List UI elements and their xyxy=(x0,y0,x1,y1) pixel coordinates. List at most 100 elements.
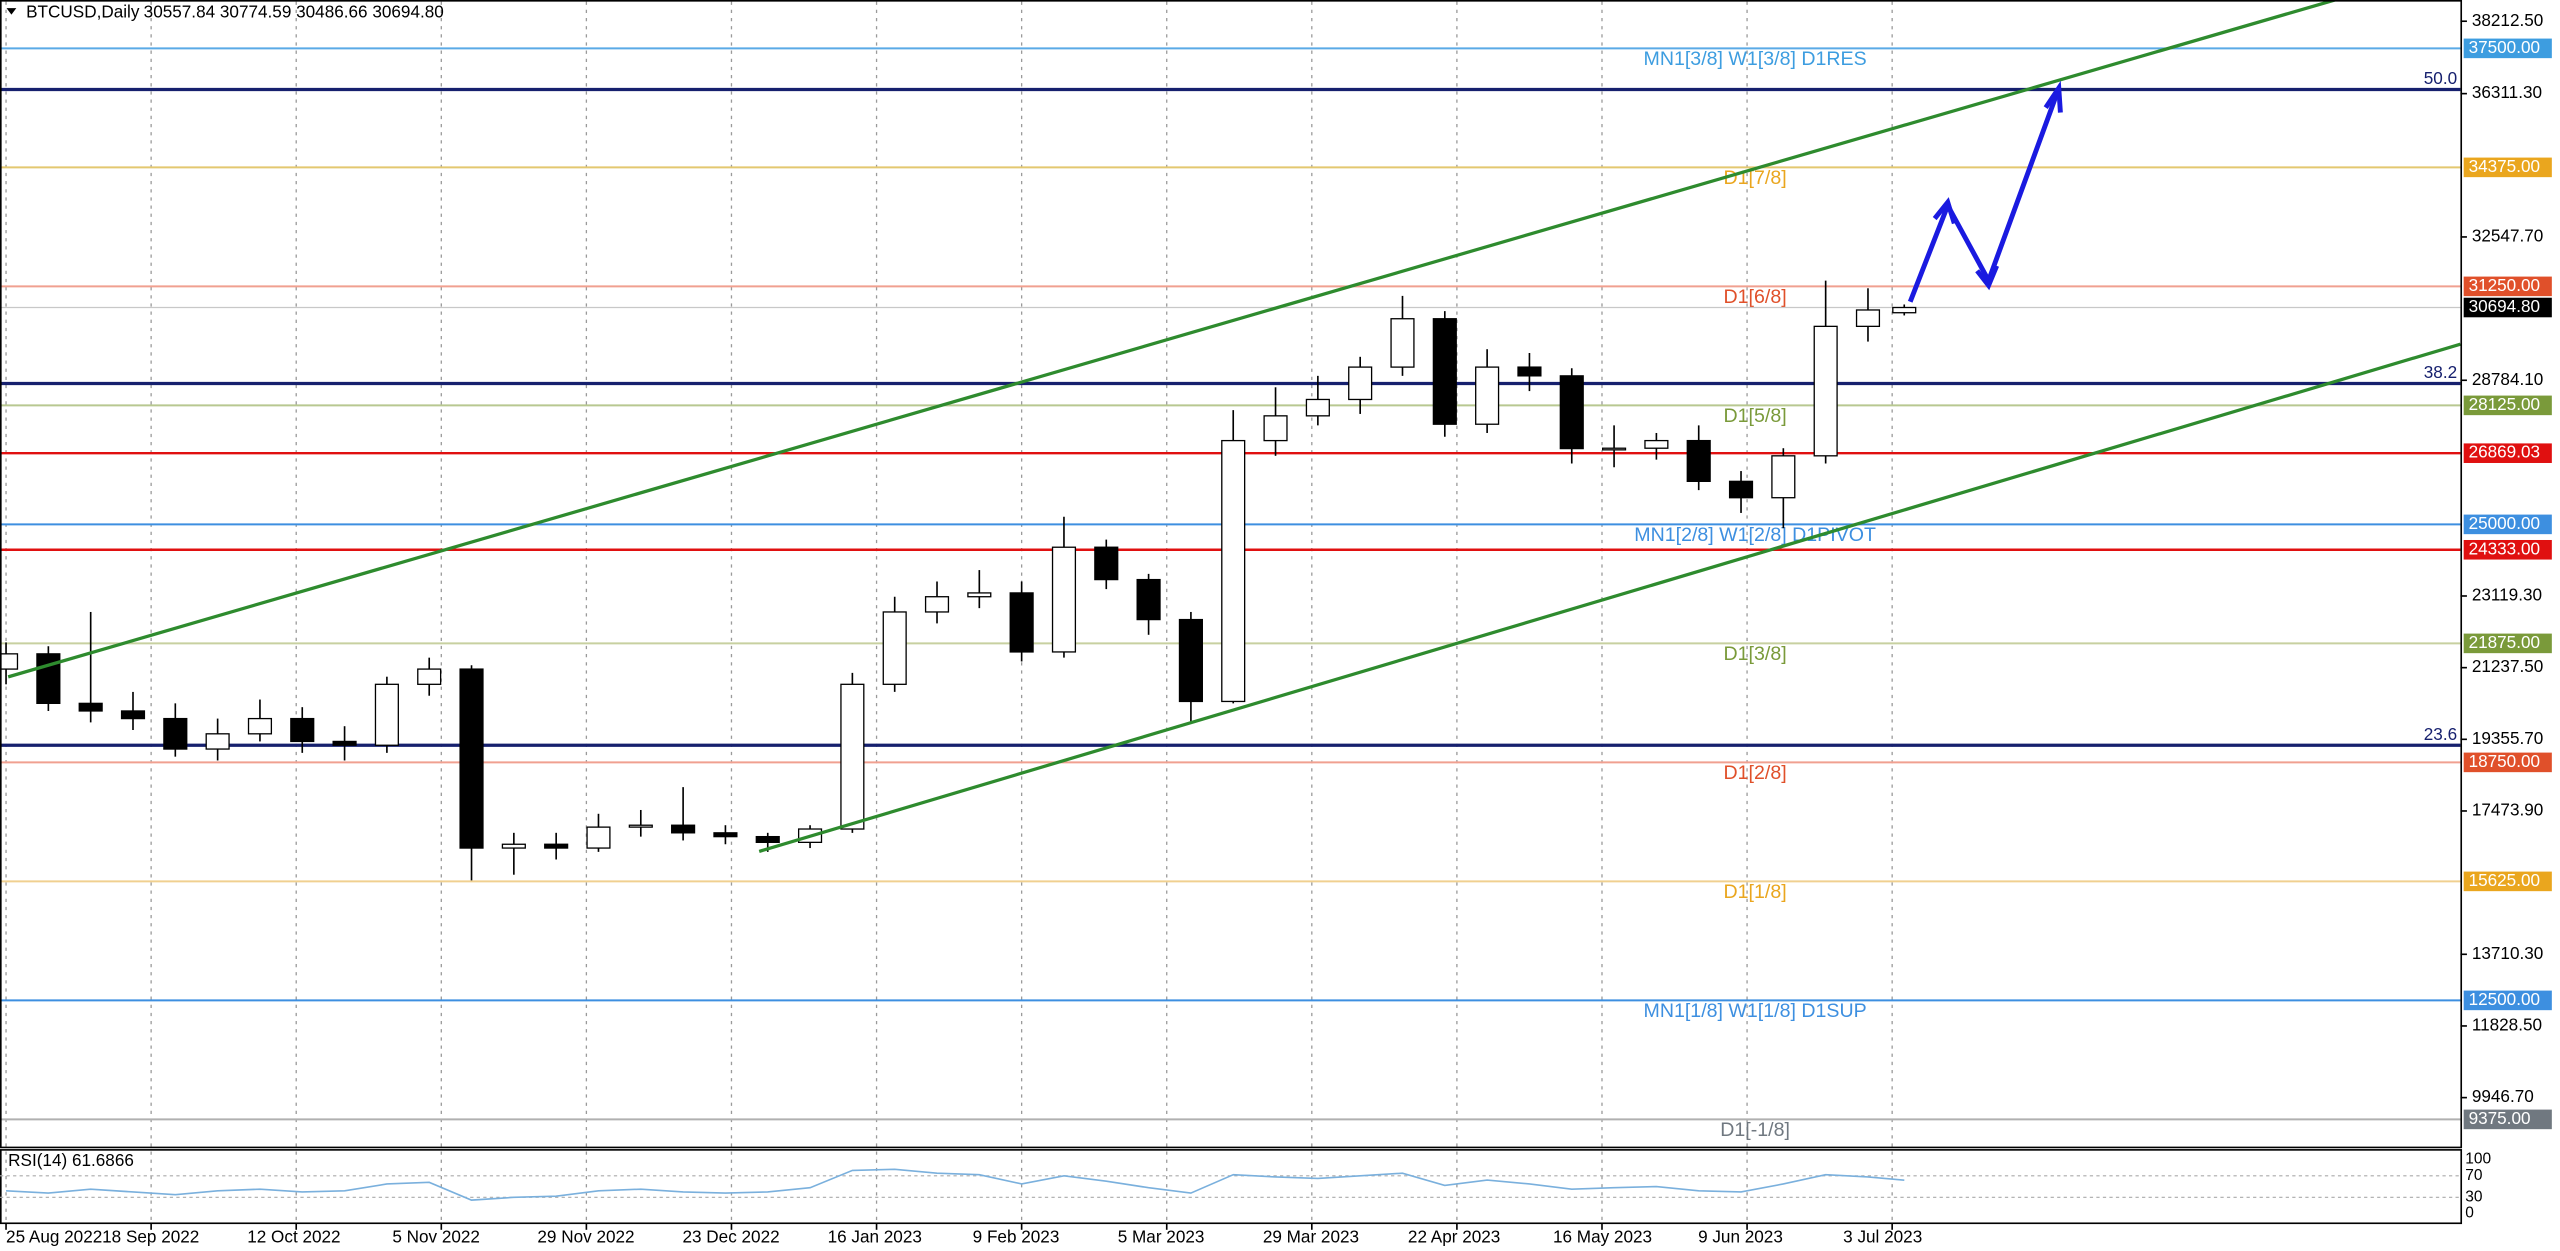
rsi-frame xyxy=(0,1149,2463,1225)
candle-body xyxy=(1221,439,1246,703)
x-tick-label: 9 Feb 2023 xyxy=(973,1226,1060,1246)
candle-body xyxy=(1009,592,1034,653)
candle-body xyxy=(1051,546,1077,653)
rsi-tick-label: 70 xyxy=(2465,1167,2483,1184)
y-tick-label: 38212.50 xyxy=(2472,10,2543,30)
level-price-box xyxy=(2463,871,2552,892)
candle-body xyxy=(78,702,103,712)
candle-body xyxy=(459,668,484,849)
lower-channel-line xyxy=(758,342,2461,853)
level-price-label: 24333.00 xyxy=(2469,538,2540,558)
level-name: MN1[2/8] W1[2/8] D1PIVOT xyxy=(1634,524,1876,546)
axes: 25 Aug 2022 18 Sep 2022 12 Oct 2022 5 Nov 2… xyxy=(5,10,2543,1246)
level-name: D1[-1/8] xyxy=(1720,1119,1790,1141)
x-tick-label: 9 Jun 2023 xyxy=(1698,1226,1783,1246)
candle-body xyxy=(755,835,780,844)
rsi-tick-label: 30 xyxy=(2465,1188,2483,1205)
drawings xyxy=(7,0,2461,853)
x-tick-label: 18 Sep 2022 xyxy=(102,1226,199,1246)
candle-body xyxy=(1813,325,1838,457)
level-price-label: 34375.00 xyxy=(2469,156,2540,176)
level-price-box xyxy=(2463,990,2552,1011)
fib-label: 38.2 xyxy=(2424,362,2457,382)
arrow-head xyxy=(2043,80,2063,113)
menu-triangle[interactable] xyxy=(6,8,17,15)
candle-body xyxy=(0,653,19,670)
y-tick-label: 28784.10 xyxy=(2472,369,2543,389)
level-name: D1[6/8] xyxy=(1724,286,1787,308)
level-price-box xyxy=(2463,395,2552,416)
candle-body xyxy=(1305,398,1330,417)
level-name: D1[5/8] xyxy=(1724,405,1787,427)
rsi-line xyxy=(5,1168,1905,1201)
candle-body xyxy=(1855,309,1881,328)
current-price-label: 30694.80 xyxy=(2469,296,2540,316)
candle-body xyxy=(713,832,738,838)
y-tick-label: 36311.30 xyxy=(2472,82,2542,102)
x-tick-label: 25 Aug 2022 xyxy=(6,1226,102,1246)
x-tick-label: 16 Jan 2023 xyxy=(828,1226,922,1246)
candle-body xyxy=(967,592,992,598)
candle-body xyxy=(882,611,907,685)
candle-body xyxy=(1178,618,1203,703)
level-price-label: 25000.00 xyxy=(2469,513,2540,533)
candle-body xyxy=(163,717,188,750)
level-price-box xyxy=(2463,633,2552,654)
level-name: MN1[1/8] W1[1/8] D1SUP xyxy=(1644,1000,1867,1022)
candle-body xyxy=(924,596,950,613)
y-tick-label: 13710.30 xyxy=(2472,943,2543,963)
candle-body xyxy=(1517,366,1542,377)
candle-body xyxy=(1390,318,1415,368)
y-tick-label: 21237.50 xyxy=(2472,656,2543,676)
level-price-label: 37500.00 xyxy=(2469,37,2540,57)
level-price-label: 26869.03 xyxy=(2469,442,2540,462)
level-price-box xyxy=(2463,514,2552,535)
level-price-box xyxy=(2463,276,2552,297)
candle-body xyxy=(1263,415,1288,442)
x-tick-label: 5 Mar 2023 xyxy=(1118,1226,1205,1246)
candle-body xyxy=(1771,455,1796,499)
level-price-label: 12500.00 xyxy=(2469,989,2540,1009)
arrow-head xyxy=(1975,264,1999,291)
candle-body xyxy=(332,740,357,746)
x-tick-label: 22 Apr 2023 xyxy=(1408,1226,1500,1246)
chart-title: BTCUSD,Daily xyxy=(26,2,140,22)
candle-body xyxy=(1432,318,1457,425)
level-price-label: 18750.00 xyxy=(2469,751,2540,771)
plot-frame xyxy=(0,0,2463,1149)
candle-body xyxy=(671,824,696,834)
candle-body xyxy=(1559,375,1584,450)
x-tick-label: 23 Dec 2022 xyxy=(682,1226,779,1246)
forecast-arrow xyxy=(1907,92,2060,303)
candle-body xyxy=(1136,578,1161,621)
candle-body xyxy=(1644,439,1669,449)
level-price-label: 21875.00 xyxy=(2469,632,2540,652)
candle-body xyxy=(247,717,273,735)
candle-body xyxy=(1601,447,1627,451)
y-tick-label: 32547.70 xyxy=(2472,225,2543,245)
rsi-tick-label: 100 xyxy=(2465,1151,2491,1168)
y-tick-label: 17473.90 xyxy=(2472,800,2543,820)
rsi-label: RSI(14) 61.6866 xyxy=(8,1150,134,1170)
x-tick-label: 12 Oct 2022 xyxy=(247,1226,340,1246)
level-price-label: 15625.00 xyxy=(2469,870,2540,890)
x-tick-label: 3 Jul 2023 xyxy=(1843,1226,1922,1246)
candle-body xyxy=(1094,546,1119,581)
x-tick-label: 16 May 2023 xyxy=(1553,1226,1652,1246)
level-price-box xyxy=(2463,1109,2552,1130)
candle-body xyxy=(501,843,526,849)
candle-body xyxy=(1348,366,1373,401)
level-name: MN1[3/8] W1[3/8] D1RES xyxy=(1644,48,1867,70)
candle-body xyxy=(417,668,442,685)
candle-body xyxy=(1475,366,1500,425)
level-price-box xyxy=(2463,443,2552,463)
candle-body xyxy=(1686,439,1711,482)
candle-body xyxy=(544,843,569,849)
arrow-head xyxy=(1932,197,1957,225)
candle-body xyxy=(628,824,653,828)
candle-body xyxy=(374,683,399,746)
